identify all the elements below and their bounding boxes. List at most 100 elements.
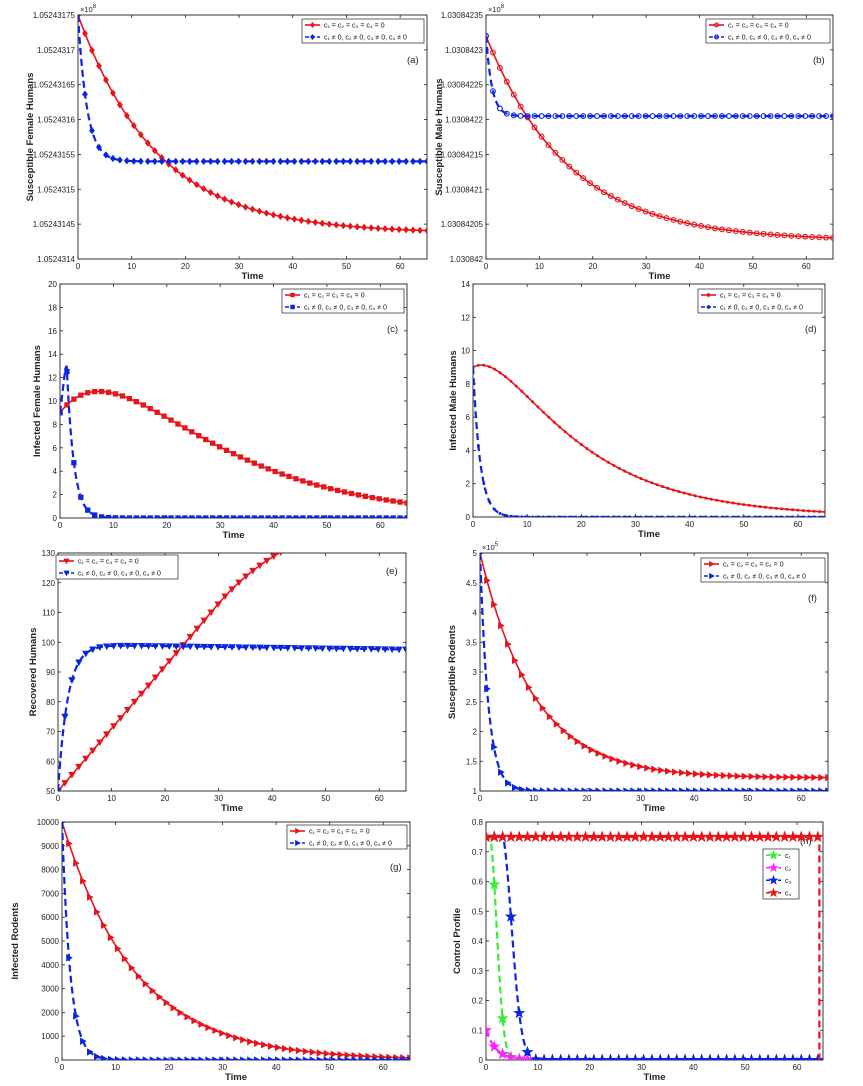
data-point bbox=[688, 515, 692, 517]
data-point bbox=[635, 205, 642, 212]
data-point bbox=[656, 213, 663, 220]
data-point bbox=[727, 772, 735, 780]
y-tick-label: 0.1 bbox=[472, 1026, 484, 1035]
data-point bbox=[796, 515, 800, 517]
legend-entry: c₁ = c₂ = c₃ = c₄ = 0 bbox=[324, 23, 385, 30]
data-point bbox=[731, 515, 735, 517]
data-point bbox=[265, 515, 271, 518]
data-point bbox=[774, 515, 778, 517]
data-point bbox=[726, 500, 730, 504]
data-point bbox=[639, 477, 643, 480]
data-point bbox=[163, 1056, 171, 1060]
legend-marker bbox=[310, 21, 315, 29]
data-point bbox=[489, 88, 496, 95]
y-tick-label: 1.0308421 bbox=[445, 185, 483, 194]
y-tick-label: 1.03084225 bbox=[441, 81, 484, 90]
x-tick-label: 10 bbox=[109, 521, 118, 530]
data-point bbox=[85, 390, 91, 396]
data-point bbox=[614, 196, 621, 203]
data-point bbox=[214, 644, 222, 651]
data-point bbox=[612, 463, 616, 467]
data-point bbox=[504, 910, 517, 922]
y-tick-label: 8 bbox=[466, 380, 471, 389]
data-point bbox=[513, 1052, 526, 1060]
data-point bbox=[802, 113, 809, 120]
data-point bbox=[168, 417, 174, 423]
x-tick-label: 10 bbox=[523, 520, 532, 529]
data-point bbox=[302, 1047, 310, 1056]
data-point bbox=[305, 157, 312, 166]
data-point bbox=[228, 644, 236, 651]
x-axis-label: Time bbox=[643, 1072, 665, 1083]
x-tick-label: 20 bbox=[181, 262, 190, 271]
data-point bbox=[801, 509, 805, 513]
data-point bbox=[307, 480, 313, 486]
data-point bbox=[263, 209, 270, 217]
data-point bbox=[628, 203, 635, 210]
y-tick-label: 10 bbox=[48, 397, 57, 406]
data-point bbox=[568, 515, 572, 517]
data-point bbox=[228, 157, 235, 166]
data-point bbox=[288, 1056, 296, 1060]
data-point bbox=[686, 769, 693, 778]
data-point bbox=[609, 787, 617, 791]
data-point bbox=[279, 471, 285, 477]
data-point bbox=[747, 515, 751, 517]
x-tick-label: 40 bbox=[689, 1063, 698, 1072]
data-point bbox=[158, 666, 167, 673]
legend-marker bbox=[706, 305, 711, 309]
data-point bbox=[642, 113, 649, 120]
data-point bbox=[774, 506, 778, 510]
data-point bbox=[200, 617, 208, 625]
data-point bbox=[830, 113, 833, 120]
x-tick-label: 0 bbox=[76, 262, 81, 271]
data-point bbox=[651, 765, 658, 773]
data-point bbox=[285, 546, 291, 551]
legend-marker bbox=[290, 304, 295, 310]
data-point bbox=[630, 787, 637, 791]
data-point bbox=[536, 515, 540, 517]
data-point bbox=[811, 773, 818, 782]
data-point bbox=[230, 451, 237, 457]
data-point bbox=[247, 1056, 254, 1060]
data-point bbox=[698, 515, 702, 517]
data-point bbox=[326, 157, 333, 166]
legend: c₁ = c₂ = c₃ = c₄ = 0 c₁ ≠ 0, c₂ ≠ 0, c₃ … bbox=[55, 554, 179, 580]
data-point bbox=[193, 625, 201, 633]
data-point bbox=[661, 515, 665, 517]
data-point bbox=[170, 1004, 178, 1012]
data-point bbox=[639, 515, 643, 517]
data-point bbox=[151, 643, 160, 650]
data-point bbox=[635, 113, 642, 120]
data-point bbox=[807, 515, 811, 517]
legend-entry: c₁ = c₂ = c₃ = c₄ = 0 bbox=[309, 829, 370, 836]
axis-exponent: ×108 bbox=[80, 4, 97, 14]
data-point bbox=[109, 154, 116, 163]
data-point bbox=[71, 396, 77, 402]
data-point bbox=[182, 515, 188, 518]
data-point bbox=[473, 365, 475, 369]
data-point bbox=[807, 509, 811, 513]
data-point bbox=[212, 1056, 219, 1060]
data-point bbox=[193, 157, 200, 166]
x-tick-label: 30 bbox=[216, 521, 225, 530]
data-point bbox=[341, 515, 348, 518]
data-point bbox=[154, 515, 160, 518]
data-point bbox=[263, 644, 271, 652]
data-point bbox=[797, 787, 804, 791]
data-point bbox=[302, 1056, 310, 1060]
panel-e: 0 10 20 30 40 50 605060708090100110120130TimeR… bbox=[28, 521, 407, 814]
data-point bbox=[319, 157, 326, 166]
data-point bbox=[383, 497, 389, 503]
data-point bbox=[191, 1056, 199, 1060]
data-point bbox=[602, 787, 610, 791]
data-point bbox=[354, 521, 360, 526]
data-point bbox=[402, 646, 406, 654]
data-point bbox=[128, 964, 136, 972]
x-tick-label: 60 bbox=[802, 262, 811, 271]
x-axis-label: Time bbox=[221, 803, 243, 814]
data-point bbox=[256, 157, 263, 166]
data-point bbox=[389, 225, 396, 233]
data-point bbox=[64, 402, 70, 408]
data-point bbox=[491, 743, 498, 751]
